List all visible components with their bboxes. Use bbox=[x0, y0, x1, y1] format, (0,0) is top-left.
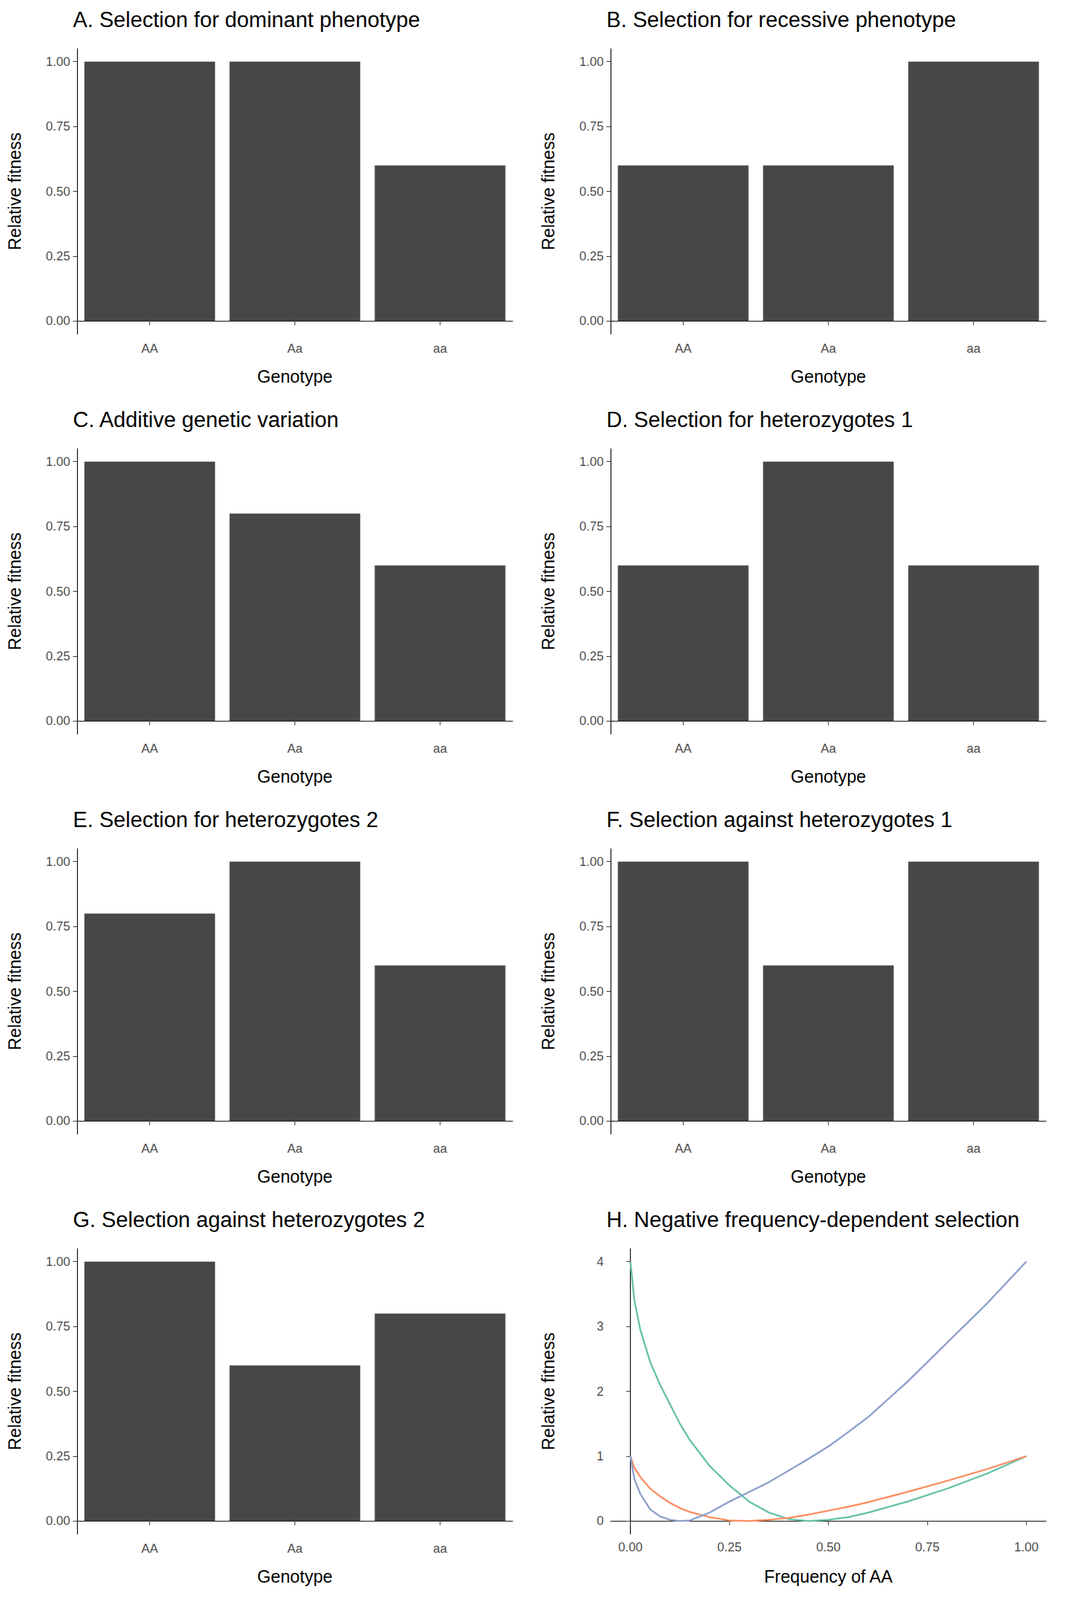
svg-text:0.00: 0.00 bbox=[579, 714, 604, 729]
svg-text:Frequency of AA: Frequency of AA bbox=[764, 1567, 893, 1587]
svg-text:0.50: 0.50 bbox=[45, 184, 71, 199]
svg-text:0.50: 0.50 bbox=[45, 1385, 71, 1400]
svg-text:0.00: 0.00 bbox=[45, 1514, 71, 1529]
svg-text:0.00: 0.00 bbox=[618, 1540, 643, 1555]
svg-text:Genotype: Genotype bbox=[790, 1167, 866, 1187]
svg-text:Aa: Aa bbox=[820, 741, 837, 756]
svg-text:aa: aa bbox=[432, 341, 448, 356]
svg-text:0.75: 0.75 bbox=[579, 119, 604, 134]
svg-text:aa: aa bbox=[966, 1142, 981, 1156]
svg-text:Relative fitness: Relative fitness bbox=[538, 132, 558, 251]
svg-text:1.00: 1.00 bbox=[45, 1255, 71, 1270]
svg-text:0.50: 0.50 bbox=[45, 584, 71, 599]
svg-text:Aa: Aa bbox=[820, 341, 837, 356]
svg-text:0.50: 0.50 bbox=[816, 1540, 841, 1555]
svg-text:0.25: 0.25 bbox=[579, 1049, 604, 1064]
svg-text:0.00: 0.00 bbox=[45, 313, 71, 328]
svg-text:0: 0 bbox=[596, 1514, 604, 1529]
svg-text:0.75: 0.75 bbox=[45, 119, 71, 134]
svg-text:AA: AA bbox=[674, 741, 692, 756]
svg-text:Genotype: Genotype bbox=[790, 766, 866, 787]
svg-text:Aa: Aa bbox=[286, 1142, 303, 1156]
svg-text:A. Selection for dominant phen: A. Selection for dominant phenotype bbox=[72, 7, 421, 32]
svg-text:Aa: Aa bbox=[286, 341, 303, 356]
svg-text:0.00: 0.00 bbox=[45, 714, 71, 729]
svg-text:Aa: Aa bbox=[286, 1542, 303, 1557]
svg-text:0.50: 0.50 bbox=[579, 584, 604, 599]
svg-text:Relative fitness: Relative fitness bbox=[538, 932, 558, 1052]
svg-text:AA: AA bbox=[674, 1142, 692, 1156]
svg-text:1.00: 1.00 bbox=[579, 855, 604, 870]
svg-text:4: 4 bbox=[596, 1255, 604, 1270]
svg-text:aa: aa bbox=[966, 741, 981, 756]
svg-text:AA: AA bbox=[141, 341, 158, 356]
svg-text:E. Selection for heterozygotes: E. Selection for heterozygotes 2 bbox=[72, 807, 378, 833]
svg-text:0.50: 0.50 bbox=[579, 184, 604, 199]
svg-text:aa: aa bbox=[432, 741, 448, 756]
svg-text:1.00: 1.00 bbox=[1014, 1540, 1039, 1555]
svg-text:AA: AA bbox=[141, 1142, 158, 1156]
svg-text:0.00: 0.00 bbox=[579, 1114, 604, 1129]
svg-text:Relative fitness: Relative fitness bbox=[4, 1333, 25, 1452]
svg-text:D. Selection for heterozygotes: D. Selection for heterozygotes 1 bbox=[606, 407, 913, 433]
svg-text:AA: AA bbox=[141, 1542, 158, 1557]
svg-text:Genotype: Genotype bbox=[257, 366, 333, 387]
svg-text:0.50: 0.50 bbox=[45, 985, 71, 999]
svg-text:Relative fitness: Relative fitness bbox=[4, 132, 25, 251]
svg-text:1.00: 1.00 bbox=[45, 455, 71, 469]
svg-text:2: 2 bbox=[596, 1385, 604, 1400]
svg-text:Relative fitness: Relative fitness bbox=[538, 1333, 558, 1452]
svg-text:0.25: 0.25 bbox=[45, 649, 71, 664]
svg-text:1.00: 1.00 bbox=[45, 855, 71, 870]
svg-text:Relative fitness: Relative fitness bbox=[4, 532, 25, 651]
svg-text:H. Negative frequency-dependen: H. Negative frequency-dependent selectio… bbox=[606, 1208, 1020, 1233]
svg-text:Genotype: Genotype bbox=[257, 1567, 333, 1587]
svg-text:AA: AA bbox=[674, 341, 692, 356]
svg-text:0.75: 0.75 bbox=[45, 919, 71, 934]
svg-text:0.25: 0.25 bbox=[579, 249, 604, 264]
svg-text:0.75: 0.75 bbox=[579, 519, 604, 534]
svg-text:Aa: Aa bbox=[820, 1142, 837, 1156]
svg-text:Relative fitness: Relative fitness bbox=[538, 532, 558, 651]
svg-text:B. Selection for recessive phe: B. Selection for recessive phenotype bbox=[606, 7, 956, 32]
svg-text:Genotype: Genotype bbox=[790, 366, 866, 387]
svg-text:aa: aa bbox=[432, 1142, 448, 1156]
svg-text:G. Selection against heterozyg: G. Selection against heterozygotes 2 bbox=[72, 1208, 426, 1233]
svg-text:aa: aa bbox=[966, 341, 981, 356]
svg-text:Relative fitness: Relative fitness bbox=[4, 932, 25, 1052]
svg-text:0.25: 0.25 bbox=[45, 1049, 71, 1064]
svg-text:1.00: 1.00 bbox=[579, 455, 604, 469]
svg-text:Aa: Aa bbox=[286, 741, 303, 756]
svg-text:Genotype: Genotype bbox=[257, 1167, 333, 1187]
svg-text:0.00: 0.00 bbox=[579, 313, 604, 328]
svg-text:0.25: 0.25 bbox=[716, 1540, 742, 1555]
svg-text:0.75: 0.75 bbox=[45, 1319, 71, 1334]
svg-text:0.00: 0.00 bbox=[45, 1114, 71, 1129]
svg-text:Genotype: Genotype bbox=[257, 766, 333, 787]
svg-text:AA: AA bbox=[141, 741, 158, 756]
svg-text:C. Additive genetic variation: C. Additive genetic variation bbox=[72, 407, 339, 433]
svg-text:F. Selection against heterozyg: F. Selection against heterozygotes 1 bbox=[606, 807, 953, 833]
svg-text:0.25: 0.25 bbox=[45, 1449, 71, 1464]
svg-text:0.75: 0.75 bbox=[914, 1540, 940, 1555]
svg-text:0.50: 0.50 bbox=[579, 985, 604, 999]
svg-text:3: 3 bbox=[596, 1319, 604, 1334]
svg-text:0.25: 0.25 bbox=[579, 649, 604, 664]
svg-text:1.00: 1.00 bbox=[579, 54, 604, 69]
svg-text:1: 1 bbox=[596, 1449, 604, 1464]
svg-text:0.25: 0.25 bbox=[45, 249, 71, 264]
svg-text:aa: aa bbox=[432, 1542, 448, 1557]
svg-text:0.75: 0.75 bbox=[579, 919, 604, 934]
svg-text:0.75: 0.75 bbox=[45, 519, 71, 534]
svg-text:1.00: 1.00 bbox=[45, 54, 71, 69]
